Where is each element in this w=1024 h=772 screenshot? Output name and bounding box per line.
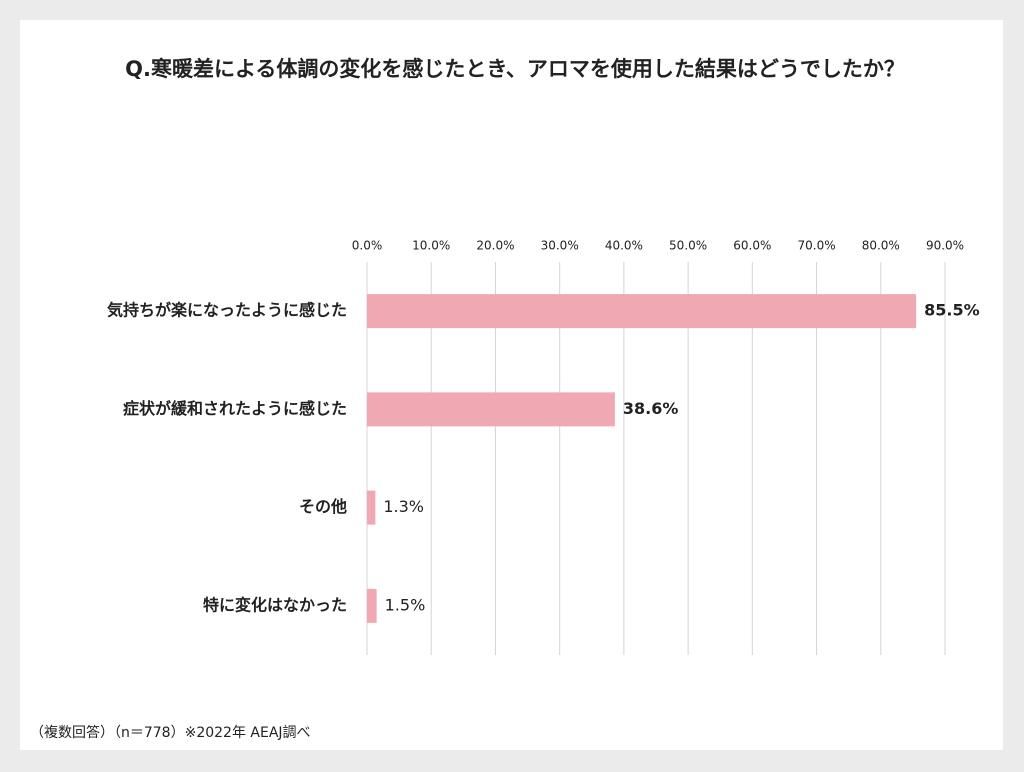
x-tick-label: 80.0% [862, 239, 900, 253]
data-label: 38.6% [623, 399, 679, 418]
x-tick-label: 50.0% [669, 239, 707, 253]
y-tick-label: 気持ちが楽になったように感じた [107, 301, 347, 320]
bar [367, 294, 917, 329]
bar [367, 490, 376, 525]
y-tick-label: その他 [299, 497, 347, 516]
x-tick-label: 70.0% [797, 239, 835, 253]
x-tick-label: 10.0% [412, 239, 450, 253]
data-label: 1.5% [385, 595, 426, 614]
card [20, 20, 1003, 750]
bar [367, 588, 377, 623]
y-tick-label: 特に変化はなかった [203, 595, 347, 614]
x-tick-label: 40.0% [605, 239, 643, 253]
x-tick-label: 90.0% [926, 239, 964, 253]
bar [367, 392, 615, 427]
data-label: 1.3% [383, 497, 424, 516]
note: （複数回答）（n＝778）※2022年 AEAJ調べ [30, 724, 311, 741]
x-tick-label: 20.0% [476, 239, 514, 253]
x-tick-label: 30.0% [541, 239, 579, 253]
y-tick-label: 症状が緩和されたように感じた [123, 399, 347, 418]
data-label: 85.5% [924, 301, 980, 320]
x-tick-label: 60.0% [733, 239, 771, 253]
x-tick-label: 0.0% [352, 239, 383, 253]
chart-title: Q.寒暖差による体調の変化を感じたとき、アロマを使用した結果はどうでしたか？ [125, 57, 905, 81]
